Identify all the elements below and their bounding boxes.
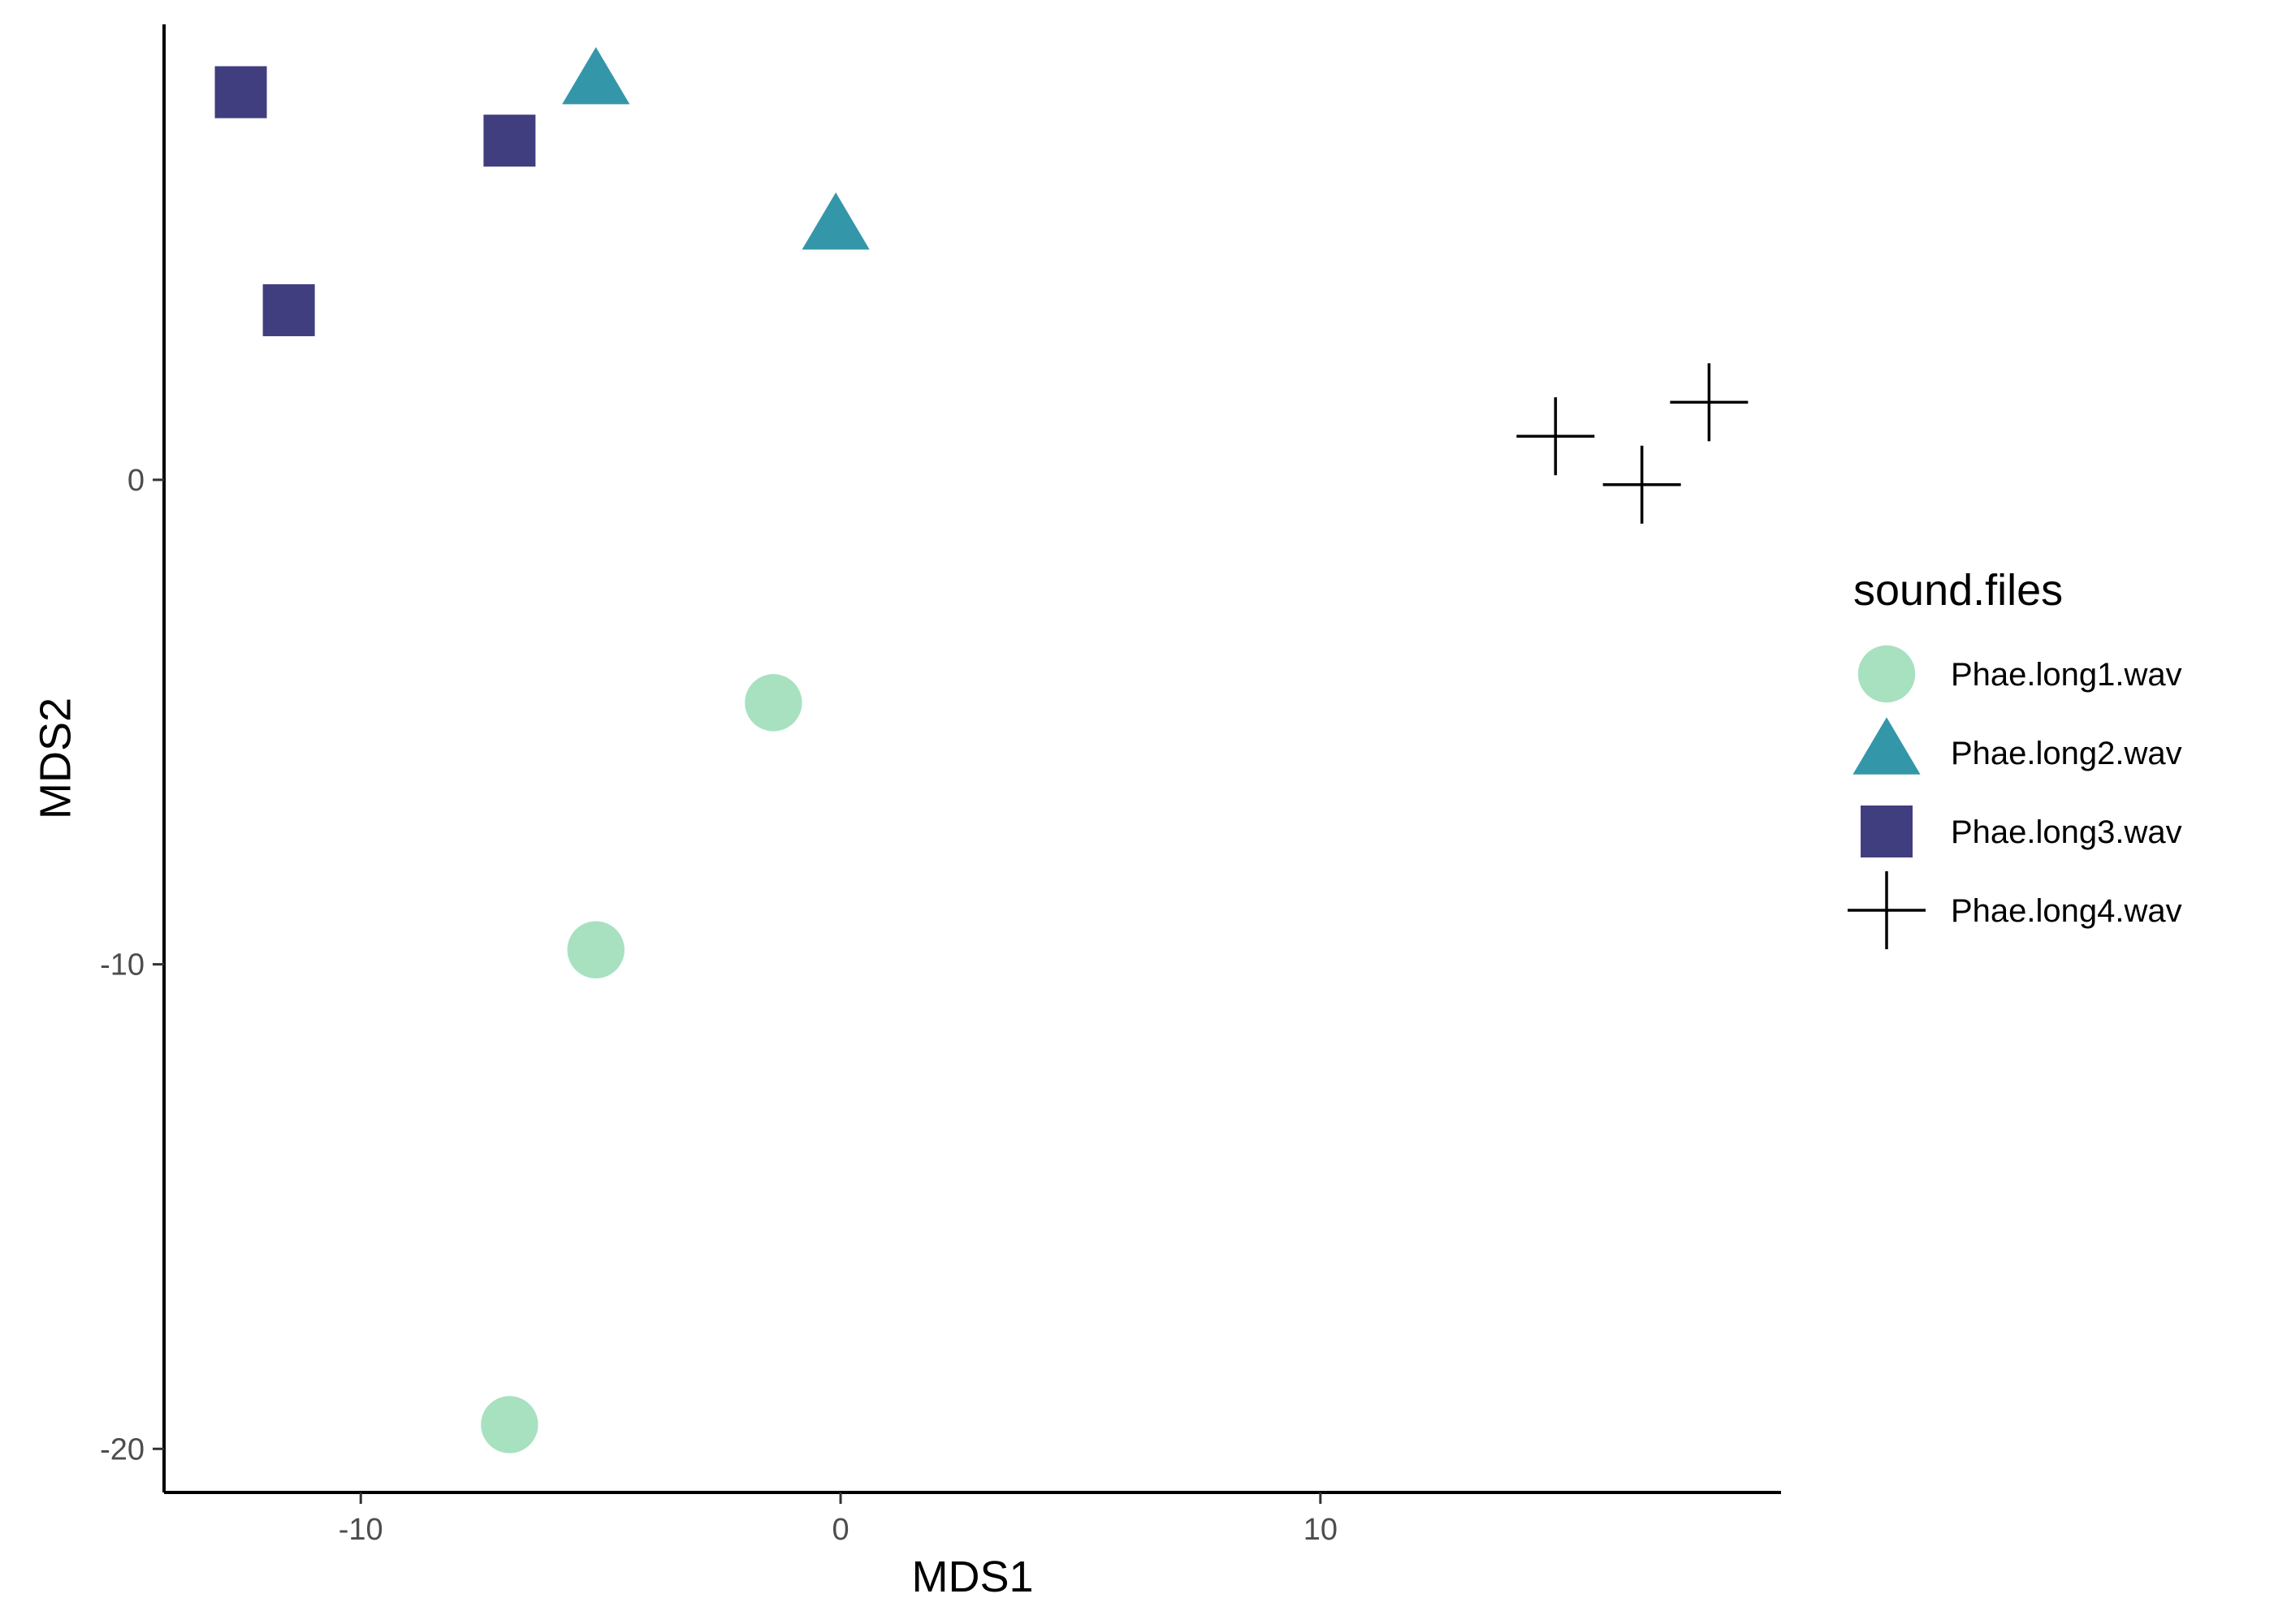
y-tick-label: -10 (100, 948, 145, 983)
legend-title: sound.files (1853, 566, 2063, 615)
data-point-series-4 (1670, 363, 1749, 442)
legend-label: Phae.long3.wav (1951, 814, 2182, 850)
data-point-series-4 (1602, 445, 1681, 524)
legend: sound.files Phae.long1.wav Phae.long2.wav… (1848, 566, 2182, 949)
y-axis-title: MDS2 (31, 698, 80, 819)
ticks: -10 0 10 -20 -10 0 (100, 464, 1338, 1547)
legend-key-square (1861, 806, 1913, 857)
x-tick-label: 0 (832, 1513, 849, 1547)
plot-area (214, 46, 1749, 1453)
x-tick-label: -10 (339, 1513, 383, 1547)
legend-items: Phae.long1.wav Phae.long2.wav Phae.long3.w… (1848, 645, 2182, 949)
data-point-series-2 (802, 192, 870, 250)
legend-key-triangle (1852, 717, 1921, 775)
legend-item: Phae.long3.wav (1861, 806, 2182, 857)
data-point-series-3 (262, 284, 315, 337)
data-point-series-3 (214, 66, 267, 119)
legend-item: Phae.long2.wav (1852, 717, 2182, 775)
data-point-series-2 (562, 46, 630, 105)
legend-label: Phae.long4.wav (1951, 893, 2182, 929)
data-point-series-1 (481, 1396, 538, 1453)
legend-item: Phae.long4.wav (1848, 871, 2182, 949)
data-point-series-4 (1516, 397, 1595, 476)
x-tick-label: 10 (1303, 1513, 1338, 1547)
legend-key-plus (1848, 871, 1926, 949)
y-tick-label: -20 (100, 1432, 145, 1466)
data-point-series-3 (483, 114, 536, 167)
legend-label: Phae.long2.wav (1951, 736, 2182, 771)
data-point-series-1 (745, 674, 802, 732)
legend-item: Phae.long1.wav (1857, 645, 2182, 703)
data-point-series-1 (567, 921, 625, 978)
axes (162, 24, 1781, 1494)
x-axis-title: MDS1 (911, 1553, 1033, 1601)
legend-label: Phae.long1.wav (1951, 657, 2182, 693)
legend-key-circle (1857, 645, 1916, 703)
y-tick-label: 0 (128, 464, 145, 498)
